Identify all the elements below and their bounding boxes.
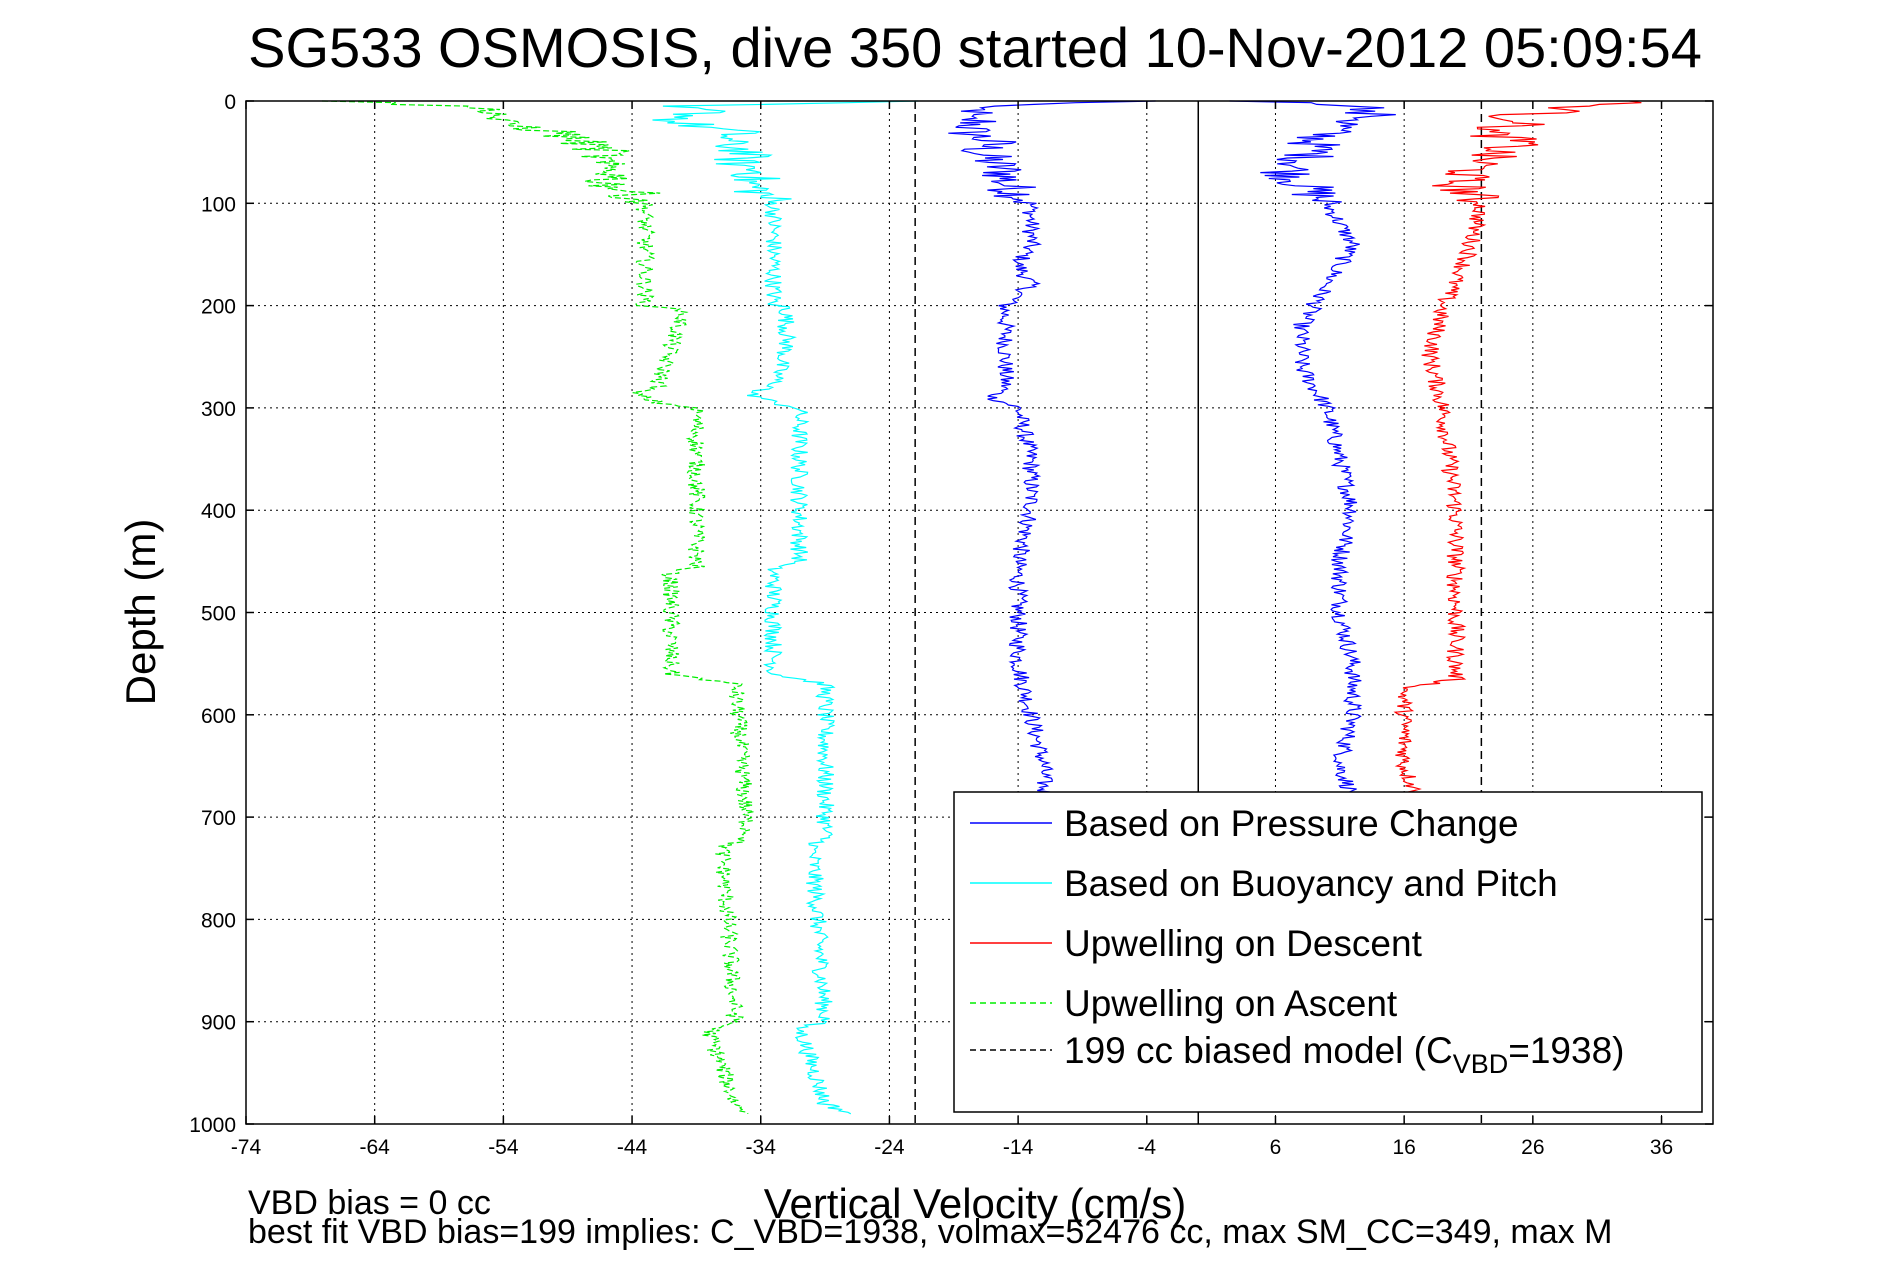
y-tick-label: 0 (224, 91, 236, 114)
x-tick-label: 6 (1270, 1136, 1282, 1159)
legend-label-text: Based on Pressure Change (1064, 803, 1519, 844)
y-tick-label: 800 (201, 909, 236, 932)
y-tick-label: 1000 (189, 1114, 236, 1137)
series-line-4 (321, 100, 755, 1114)
data-series (321, 100, 1642, 1115)
legend-label: Upwelling on Descent (1064, 923, 1423, 964)
y-tick-label: 100 (201, 193, 236, 216)
y-axis-ticks: 0 100 200 300 400 500 600 700 800 900 1000 (189, 91, 1713, 1137)
legend-label-text: 199 cc biased model (C (1064, 1030, 1453, 1071)
legend-box (953, 791, 1703, 1113)
series-line-2 (652, 100, 919, 1115)
legend-label-subscript: VBD (1453, 1049, 1509, 1079)
legend-label: 199 cc biased model (CVBD=1938) (1064, 1030, 1624, 1079)
legend-label-suffix: =1938) (1508, 1030, 1624, 1071)
x-tick-label: -14 (1003, 1136, 1034, 1159)
y-tick-label: 600 (201, 705, 236, 728)
legend-label-text: Based on Buoyancy and Pitch (1064, 863, 1558, 904)
vbd-bias-note: VBD bias = 0 cc (248, 1184, 491, 1222)
x-tick-label: 26 (1521, 1136, 1544, 1159)
x-tick-label: -54 (488, 1136, 519, 1159)
y-tick-label: 700 (201, 807, 236, 830)
series-line-0 (948, 100, 1156, 798)
y-tick-label: 900 (201, 1012, 236, 1035)
legend: Based on Pressure Change Based on Buoyanc… (953, 791, 1703, 1113)
series-line-3 (1393, 100, 1642, 798)
x-tick-label: -24 (874, 1136, 905, 1159)
x-tick-label: 16 (1392, 1136, 1415, 1159)
legend-label-text: Upwelling on Ascent (1064, 983, 1398, 1024)
x-tick-label: -34 (746, 1136, 777, 1159)
y-tick-label: 500 (201, 603, 236, 626)
x-axis-ticks: -74 -64 -54 -44 -34 -24 -14 -4 6 16 26 36 (231, 101, 1673, 1159)
y-tick-label: 300 (201, 398, 236, 421)
legend-label-text: Upwelling on Descent (1064, 923, 1423, 964)
best-fit-note: best fit VBD bias=199 implies: C_VBD=193… (248, 1213, 1612, 1251)
x-tick-label: -74 (231, 1136, 262, 1159)
x-tick-label: -4 (1137, 1136, 1156, 1159)
chart-title: SG533 OSMOSIS, dive 350 started 10-Nov-2… (248, 16, 1702, 79)
legend-label: Based on Buoyancy and Pitch (1064, 863, 1558, 904)
legend-label: Upwelling on Ascent (1064, 983, 1398, 1024)
legend-label: Based on Pressure Change (1064, 803, 1519, 844)
y-tick-label: 400 (201, 500, 236, 523)
series-line-1 (1229, 100, 1396, 798)
x-tick-label: 36 (1650, 1136, 1673, 1159)
y-axis-label: Depth (m) (117, 519, 164, 706)
x-tick-label: -44 (617, 1136, 648, 1159)
x-axis-label: Vertical Velocity (cm/s) (764, 1180, 1186, 1227)
y-tick-label: 200 (201, 296, 236, 319)
x-tick-label: -64 (360, 1136, 391, 1159)
